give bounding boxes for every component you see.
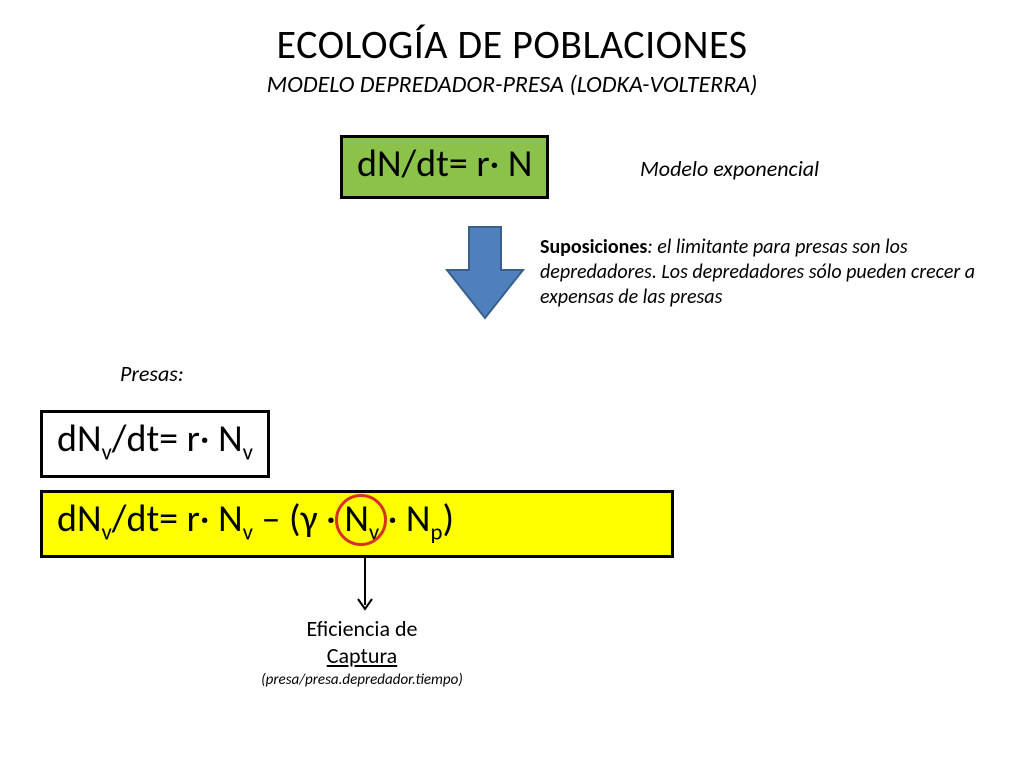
page-title: ECOLOGÍA DE POBLACIONES bbox=[0, 20, 1024, 69]
equation-exponential: dN/dt= r· N bbox=[357, 141, 532, 187]
assumptions-text: Suposiciones: el limitante para presas s… bbox=[540, 235, 980, 310]
label-presas: Presas: bbox=[120, 360, 184, 387]
equation-exponential-box: dN/dt= r· N bbox=[340, 135, 549, 199]
arrow-down-small-icon bbox=[355, 555, 375, 615]
label-modelo-exponencial: Modelo exponencial bbox=[640, 155, 819, 182]
equation-prey-basic: dNv/dt= r· Nv bbox=[57, 416, 253, 462]
highlight-circle-gamma bbox=[335, 494, 387, 546]
caption-capture-efficiency: Eficiencia de Captura (presa/presa.depre… bbox=[232, 615, 492, 689]
page-subtitle: MODELO DEPREDADOR-PRESA (LODKA-VOLTERRA) bbox=[0, 70, 1024, 99]
assumptions-lead: Suposiciones bbox=[540, 235, 647, 259]
equation-prey-full: dNv/dt= r· Nv – (γ · Nv · Np) bbox=[57, 496, 454, 542]
arrow-down-icon bbox=[445, 225, 525, 320]
caption-line1: Eficiencia de bbox=[232, 615, 492, 642]
caption-line3: (presa/presa.depredador.tiempo) bbox=[232, 671, 492, 689]
equation-prey-basic-box: dNv/dt= r· Nv bbox=[40, 410, 270, 478]
caption-line2: Captura bbox=[232, 642, 492, 669]
